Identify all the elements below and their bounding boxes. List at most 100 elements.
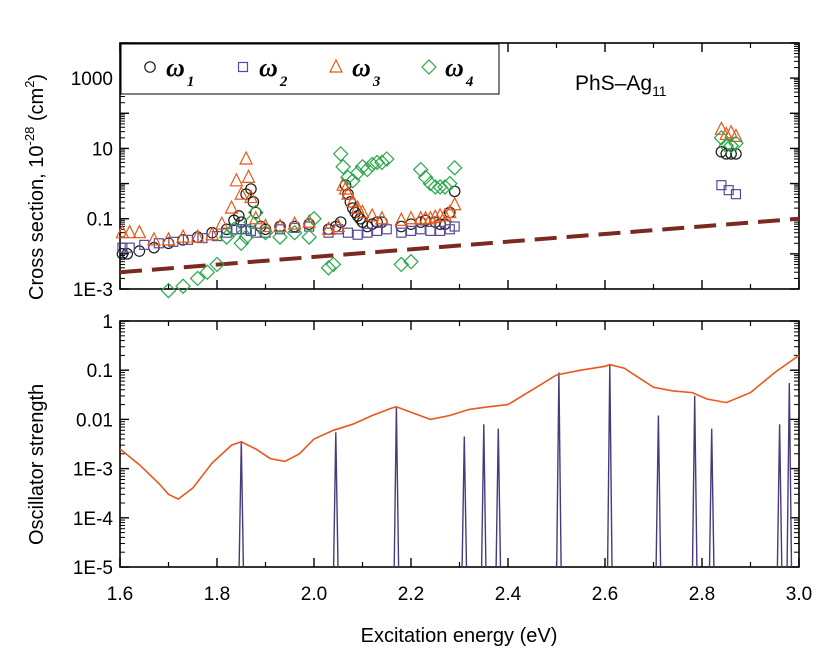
omega-4-point [301, 229, 317, 245]
bottom-x-ticks: 1.6 1.8 2.0 2.2 2.4 2.6 2.8 3.0 [107, 321, 812, 605]
oscillator-stick [332, 432, 339, 568]
oscillator-strength-panel: 1E-5 1E-4 1E-3 0.01 0.1 1 1.6 1.8 2.0 2.2 2.4 2.6 2… [26, 312, 812, 647]
oscillator-stick [480, 424, 487, 568]
omega-2-point [304, 221, 315, 232]
omega-4-point [189, 270, 206, 287]
series-omega-1 [116, 146, 742, 260]
top-y-tick-label: 0.1 [87, 210, 113, 231]
omega-1-point [725, 148, 737, 160]
omega-3-point [394, 211, 409, 226]
series-omega-3 [115, 120, 743, 246]
omega-3-point [728, 128, 743, 142]
top-y-axis-title: Cross section, 10-28 (cm2) [22, 74, 48, 300]
x-axis-title: Excitation energy (eV) [361, 625, 558, 647]
omega-3-point [214, 215, 229, 230]
omega-1-point [245, 183, 257, 195]
oscillator-stick [606, 364, 613, 568]
omega-4-point [286, 224, 303, 241]
omega-4-point [718, 137, 735, 154]
omega-4-point [306, 210, 322, 227]
bottom-y-ticks: 1E-5 1E-4 1E-3 0.01 0.1 1 [73, 312, 799, 579]
omega-4-point [374, 154, 390, 171]
oscillator-stick [655, 415, 662, 568]
omega-3-point [437, 207, 452, 222]
omega-3-point [239, 150, 254, 165]
omega-4-point [175, 278, 191, 295]
omega-3-point [340, 185, 355, 200]
series-omega-2 [117, 180, 742, 253]
oscillator-stick [786, 382, 793, 568]
omega-3-point [428, 208, 443, 223]
omega-1-point [334, 216, 347, 228]
oscillator-stick [393, 406, 400, 568]
omega-4-point [446, 160, 463, 176]
omega-2-point [405, 225, 417, 237]
omega-1-point [250, 206, 262, 219]
omega-3-point [161, 231, 176, 246]
omega-3-point [302, 213, 317, 228]
omega-4-point [320, 259, 337, 276]
omega-2-point [342, 227, 354, 238]
x-tick-label: 2.6 [592, 584, 618, 605]
omega-4-point [325, 256, 342, 273]
omega-3-point [331, 218, 346, 233]
omega-3-point [273, 218, 288, 233]
omega-4-point [393, 256, 410, 273]
bottom-plot-frame [119, 320, 800, 568]
omega-3-point [224, 199, 239, 214]
omega-3-point [132, 224, 147, 239]
omega-2-point [352, 229, 363, 240]
x-tick-label: 2.4 [495, 584, 522, 605]
bottom-y-tick-label: 1E-5 [73, 558, 113, 579]
omega-1-point [233, 210, 245, 222]
oscillator-sticks [238, 364, 793, 568]
omega-4-point [369, 154, 385, 171]
omega-3-point [321, 220, 336, 235]
omega-4-point [723, 137, 739, 154]
omega-3-point [176, 228, 191, 243]
x-tick-label: 3.0 [786, 584, 812, 605]
omega-4-point [728, 135, 744, 152]
dashed-reference-line [119, 216, 800, 275]
omega-1-point [730, 148, 742, 160]
top-y-tick-label: 10 [92, 139, 113, 160]
omega-4-point [238, 229, 254, 245]
omega-4-point [359, 161, 376, 178]
omega-4-point [218, 229, 235, 245]
omega-4-point [344, 172, 361, 189]
omega-3-point [423, 210, 438, 225]
omega-2-point [124, 242, 135, 253]
molecule-annotation: PhS–Ag11 [575, 72, 667, 99]
omega-2-point [289, 222, 300, 233]
omega-4-point [257, 224, 274, 241]
omega-2-point [381, 224, 392, 235]
top-y-tick-label: 1E-3 [73, 280, 113, 301]
omega-4-point [713, 130, 730, 146]
omega-4-point [199, 264, 216, 281]
omega-1-point [116, 248, 129, 260]
omega-4-point [432, 179, 448, 195]
bottom-y-tick-label: 0.01 [76, 410, 113, 431]
omega-3-point [345, 193, 360, 208]
oscillator-stick [556, 372, 562, 568]
omega-4-point [354, 158, 371, 175]
omega-3-point [229, 172, 244, 187]
omega-2-point [730, 189, 742, 200]
omega-2-point [449, 221, 460, 232]
omega-4-point [335, 158, 351, 175]
omega-4-point [332, 146, 349, 162]
omega-4-point [417, 169, 434, 186]
x-tick-label: 1.6 [107, 584, 133, 605]
omega-3-point [234, 185, 249, 200]
legend-marker-omega-1 [144, 61, 156, 73]
series-omega-4 [160, 130, 744, 299]
omega-4-point [364, 156, 381, 173]
omega-4-point [437, 179, 453, 195]
bottom-y-tick-label: 1 [102, 312, 113, 333]
omega-2-point [250, 227, 261, 238]
